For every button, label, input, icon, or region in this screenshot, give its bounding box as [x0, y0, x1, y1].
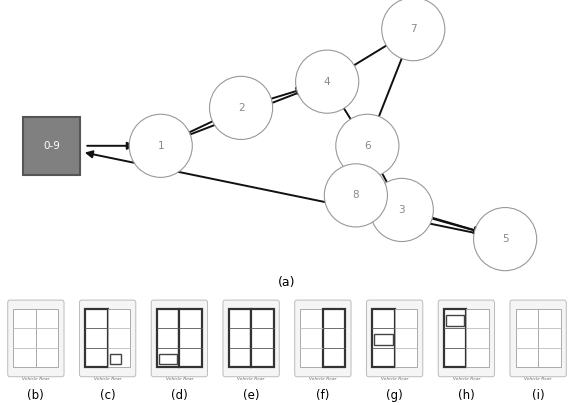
FancyBboxPatch shape	[366, 300, 423, 377]
Ellipse shape	[370, 178, 433, 241]
Bar	[466, 309, 489, 367]
Bar	[372, 309, 395, 367]
Text: 6: 6	[364, 141, 371, 151]
Bar	[538, 309, 561, 367]
Ellipse shape	[474, 207, 537, 271]
Bar	[110, 354, 121, 364]
FancyBboxPatch shape	[438, 300, 495, 377]
Bar	[85, 309, 107, 367]
Bar	[108, 309, 130, 367]
Text: 8: 8	[352, 190, 359, 200]
Ellipse shape	[336, 114, 399, 177]
Text: 0-9: 0-9	[43, 141, 60, 151]
Ellipse shape	[382, 0, 445, 61]
Text: Vehicle Rear: Vehicle Rear	[309, 377, 336, 381]
Ellipse shape	[296, 50, 359, 113]
Text: 5: 5	[502, 234, 509, 244]
Ellipse shape	[129, 114, 192, 177]
Bar	[157, 309, 179, 367]
Text: (f): (f)	[316, 389, 329, 402]
Bar	[300, 309, 323, 367]
Bar	[444, 309, 466, 367]
Text: 1: 1	[157, 141, 164, 151]
Text: (d): (d)	[171, 389, 188, 402]
Text: 3: 3	[398, 205, 405, 215]
Bar	[446, 315, 464, 326]
Text: Vehicle Rear: Vehicle Rear	[453, 377, 480, 381]
Text: Vehicle Rear: Vehicle Rear	[381, 377, 408, 381]
Bar	[374, 335, 393, 345]
Bar	[323, 309, 346, 367]
Text: 2: 2	[238, 103, 245, 113]
Ellipse shape	[324, 164, 387, 227]
Text: 4: 4	[324, 77, 331, 87]
Bar	[228, 309, 251, 367]
Text: Vehicle Rear: Vehicle Rear	[166, 377, 193, 381]
Bar	[13, 309, 36, 367]
Text: Vehicle Rear: Vehicle Rear	[525, 377, 552, 381]
FancyBboxPatch shape	[7, 300, 64, 377]
Text: Vehicle Rear: Vehicle Rear	[22, 377, 49, 381]
Text: (b): (b)	[28, 389, 44, 402]
Text: (i): (i)	[532, 389, 544, 402]
Bar	[159, 354, 177, 364]
FancyBboxPatch shape	[294, 300, 351, 377]
Bar	[515, 309, 538, 367]
Bar	[395, 309, 417, 367]
Text: (h): (h)	[458, 389, 475, 402]
Ellipse shape	[210, 76, 273, 139]
FancyBboxPatch shape	[79, 300, 136, 377]
FancyBboxPatch shape	[223, 300, 280, 377]
Bar	[23, 117, 80, 175]
Text: Vehicle Rear: Vehicle Rear	[94, 377, 121, 381]
Text: (c): (c)	[100, 389, 115, 402]
Text: (e): (e)	[243, 389, 259, 402]
Text: (a): (a)	[278, 276, 296, 289]
Text: Vehicle Rear: Vehicle Rear	[238, 377, 265, 381]
Bar	[179, 309, 202, 367]
FancyBboxPatch shape	[151, 300, 208, 377]
Text: 7: 7	[410, 24, 417, 34]
Bar	[36, 309, 59, 367]
FancyBboxPatch shape	[510, 300, 567, 377]
Text: (g): (g)	[386, 389, 403, 402]
Bar	[251, 309, 274, 367]
